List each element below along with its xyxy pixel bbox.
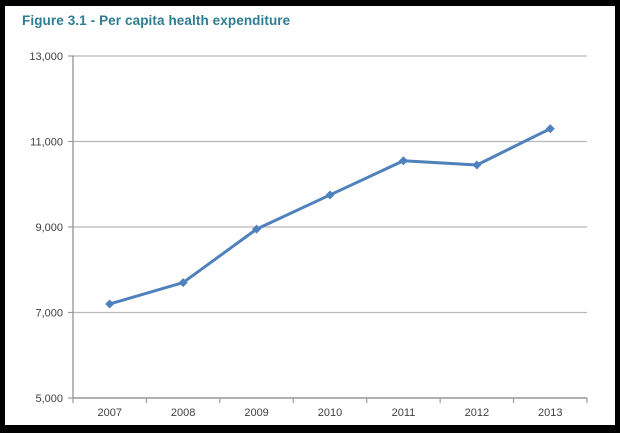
x-tick-label: 2009 [244,407,268,419]
data-point-marker [545,124,555,134]
x-tick-label: 2012 [465,407,489,419]
y-tick-label: 11,000 [30,137,63,149]
data-point-marker [472,160,482,170]
x-tick-label: 2010 [318,407,342,419]
y-tick-label: 7,000 [35,308,63,320]
data-point-marker [398,156,408,166]
x-tick-label: 2007 [97,407,121,419]
data-line [108,127,552,306]
x-tick-label: 2011 [392,407,416,419]
x-tick-label: 2008 [171,407,195,419]
y-tick-label: 9,000 [35,222,63,234]
data-point-marker [105,299,115,309]
chart-title: Figure 3.1 - Per capita health expenditu… [22,13,291,28]
data-point-marker [252,224,262,234]
data-point-marker [178,278,188,288]
y-tick-label: 13,000 [29,51,63,63]
x-tick-label: 2013 [538,407,562,419]
y-tick-label: 5,000 [35,393,63,405]
data-point-marker [325,190,335,200]
